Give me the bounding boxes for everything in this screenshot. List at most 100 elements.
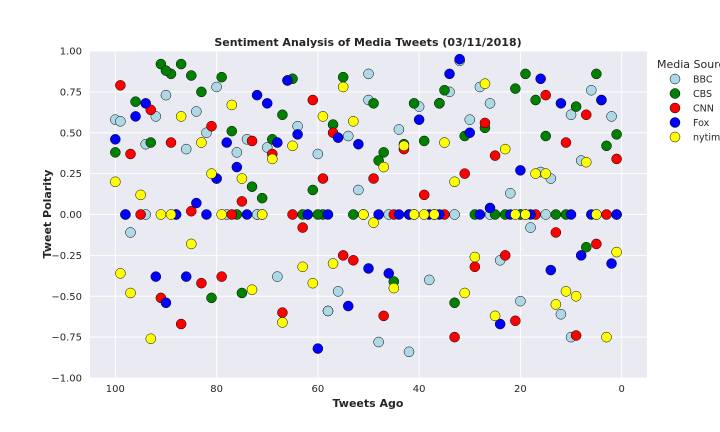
data-point-bbc — [115, 116, 126, 127]
data-point-fox — [494, 318, 506, 330]
data-point-cnn — [287, 209, 298, 220]
data-point-bbc — [231, 147, 243, 158]
data-point-cbs — [540, 130, 551, 142]
data-point-bbc — [322, 305, 334, 317]
data-point-cbs — [160, 65, 172, 76]
data-point-nytimes — [196, 137, 207, 148]
data-point-cbs — [145, 137, 157, 148]
data-point-nytimes — [449, 176, 460, 188]
data-point-fox — [454, 53, 465, 65]
data-point-nytimes — [226, 99, 238, 111]
data-point-bbc — [515, 295, 526, 307]
data-point-cbs — [580, 241, 592, 253]
data-point-fox — [555, 98, 567, 109]
data-point-nytimes — [479, 78, 491, 89]
data-point-nytimes — [550, 299, 562, 310]
data-point-cnn — [115, 80, 126, 91]
data-point-nytimes — [530, 168, 541, 179]
data-point-nytimes — [110, 176, 121, 188]
data-point-nytimes — [287, 140, 298, 152]
data-point-nytimes — [429, 209, 440, 220]
y-tick-label: 0.00 — [60, 210, 82, 221]
data-point-fox — [130, 111, 141, 122]
data-point-bbc — [449, 209, 460, 220]
data-point-fox — [565, 209, 577, 220]
data-point-bbc — [540, 209, 551, 220]
data-point-cnn — [570, 330, 582, 341]
data-point-cbs — [312, 209, 324, 220]
data-point-cbs — [439, 84, 450, 96]
y-tick-label: 0.25 — [60, 169, 82, 180]
data-point-nytimes — [337, 81, 349, 93]
data-point-bbc — [342, 130, 354, 142]
x-tick-label: 60 — [311, 384, 324, 395]
data-point-cnn — [277, 307, 288, 318]
data-point-fox — [302, 209, 313, 220]
data-point-cnn — [165, 137, 177, 148]
data-point-nytimes — [267, 153, 278, 165]
x-tick-labels: 100 80 60 40 20 0 — [106, 384, 625, 395]
y-tick-labels: −1.00 −0.75 −0.50 −0.25 0.00 0.25 0.50 0.75 1.00 — [51, 47, 82, 385]
data-point-bbc — [484, 98, 496, 109]
data-point-cnn — [196, 277, 207, 289]
data-point-bbc — [363, 68, 374, 80]
data-point-bbc — [424, 274, 435, 286]
data-point-fox — [312, 343, 324, 354]
data-points — [110, 53, 622, 358]
data-point-cnn — [186, 205, 197, 217]
data-point-fox — [150, 271, 162, 282]
data-point-cbs — [449, 297, 460, 309]
data-point-fox — [322, 209, 334, 220]
legend-marker-cbs — [669, 88, 681, 99]
data-point-nytimes — [135, 189, 146, 201]
y-tick-label: −1.00 — [51, 374, 82, 385]
data-point-nytimes — [155, 209, 167, 220]
data-point-cbs — [226, 125, 238, 137]
data-point-nytimes — [277, 317, 288, 328]
data-point-nytimes — [216, 209, 227, 220]
data-point-cbs — [601, 140, 612, 152]
data-point-cnn — [246, 135, 258, 147]
data-point-nytimes — [510, 209, 521, 220]
data-point-fox — [251, 89, 263, 101]
data-point-cbs — [510, 83, 521, 94]
data-point-cnn — [489, 150, 501, 161]
x-tick-label: 80 — [210, 384, 223, 395]
data-point-bbc — [191, 106, 202, 117]
data-point-nytimes — [358, 209, 369, 220]
data-point-cbs — [186, 70, 197, 81]
data-point-fox — [231, 161, 243, 173]
data-point-nytimes — [570, 291, 582, 302]
data-point-bbc — [125, 227, 136, 238]
data-point-bbc — [606, 111, 617, 122]
data-point-fox — [353, 138, 364, 150]
data-point-nytimes — [388, 282, 400, 294]
data-point-fox — [241, 209, 253, 220]
data-point-cbs — [337, 71, 349, 83]
y-tick-label: −0.25 — [51, 251, 82, 262]
data-point-nytimes — [499, 143, 511, 155]
data-point-cnn — [297, 222, 308, 233]
legend: Media Sources BBC CBS CNN Fox nytimes — [657, 58, 720, 144]
data-point-cbs — [591, 68, 602, 80]
legend-marker-nytimes — [669, 131, 681, 143]
legend-marker-cnn — [669, 102, 681, 114]
x-tick-label: 100 — [106, 384, 125, 395]
data-point-bbc — [393, 124, 405, 135]
data-point-cnn — [337, 250, 349, 261]
data-point-cbs — [520, 68, 531, 80]
data-point-fox — [160, 297, 172, 309]
data-point-cnn — [135, 209, 146, 220]
data-point-cnn — [216, 271, 227, 282]
data-point-cbs — [611, 129, 622, 140]
data-point-nytimes — [408, 209, 420, 220]
data-point-cnn — [591, 238, 602, 250]
data-point-cnn — [307, 94, 319, 106]
data-point-fox — [110, 134, 121, 145]
data-point-nytimes — [246, 284, 258, 295]
data-point-cnn — [510, 315, 521, 327]
data-point-fox — [180, 271, 192, 282]
data-point-fox — [611, 209, 622, 220]
data-point-cnn — [206, 120, 217, 132]
